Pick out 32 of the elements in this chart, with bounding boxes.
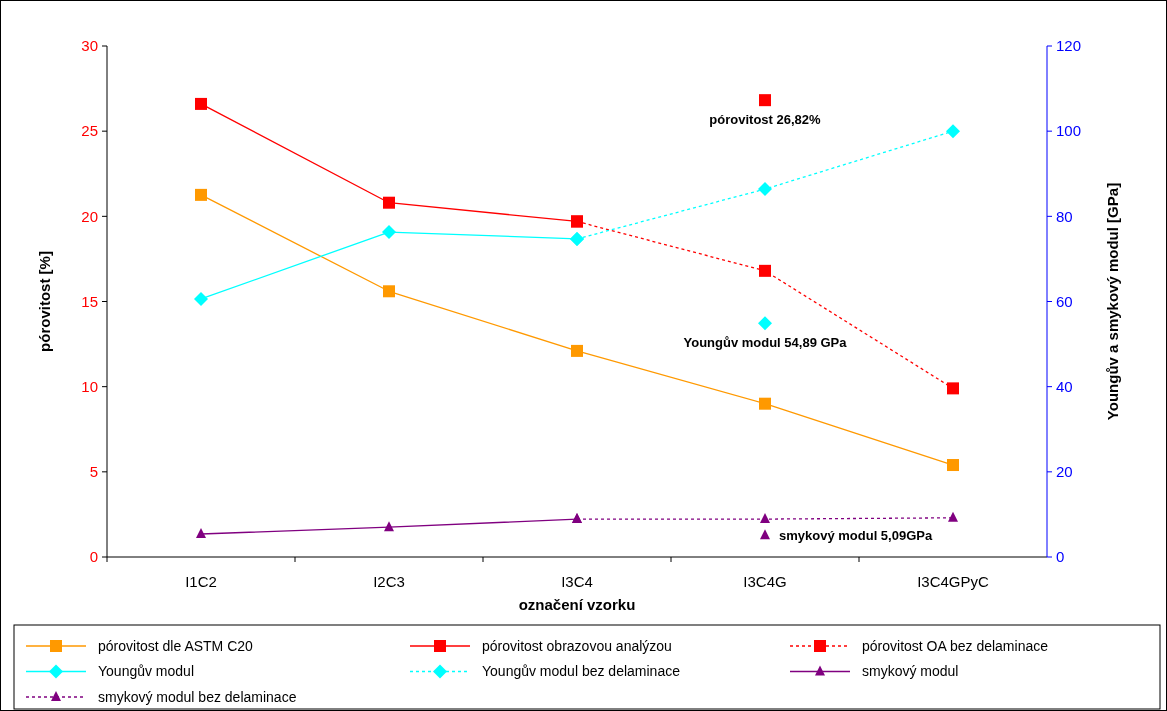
legend-label: Youngův modul <box>98 663 195 680</box>
y-axis-title: pórovitost [%] <box>36 251 53 352</box>
y2-tick-label: 20 <box>1056 463 1073 481</box>
y2-tick-label: 100 <box>1056 122 1082 140</box>
x-axis-title: označení vzorku <box>518 596 636 613</box>
y-tick-label: 15 <box>81 292 98 310</box>
y2-tick-label: 80 <box>1056 207 1073 225</box>
x-tick-label: I3C4G <box>743 573 787 590</box>
annotation: Youngův modul 54,89 GPa <box>683 335 848 351</box>
legend-label: pórovitost dle ASTM C20 <box>98 637 254 654</box>
y2-tick-label: 120 <box>1056 37 1082 55</box>
y-tick-label: 25 <box>81 122 98 140</box>
legend-label: smykový modul bez delaminace <box>98 688 297 705</box>
y-tick-label: 10 <box>81 377 98 395</box>
y-tick-label: 20 <box>81 207 98 225</box>
y2-tick-label: 60 <box>1056 292 1073 310</box>
x-tick-label: I2C3 <box>373 573 405 590</box>
y-tick-label: 0 <box>89 548 98 566</box>
y-tick-label: 30 <box>81 37 98 55</box>
annotation: smykový modul 5,09GPa <box>779 527 933 543</box>
x-tick-label: I1C2 <box>185 573 217 590</box>
y2-tick-label: 40 <box>1056 377 1073 395</box>
x-tick-label: I3C4 <box>561 573 593 590</box>
legend-label: Youngův modul bez delaminace <box>482 663 681 680</box>
y2-axis-title: Youngův a smykový modul [GPa] <box>1104 182 1121 421</box>
legend-label: pórovitost obrazovou analýzou <box>482 637 672 654</box>
x-tick-label: I3C4GPyC <box>917 573 990 590</box>
y-tick-label: 5 <box>89 463 98 481</box>
annotation: pórovitost 26,82% <box>709 112 822 128</box>
y2-tick-label: 0 <box>1056 548 1065 566</box>
legend-label: smykový modul <box>862 663 959 680</box>
legend-label: pórovitost OA bez delaminace <box>862 637 1049 654</box>
